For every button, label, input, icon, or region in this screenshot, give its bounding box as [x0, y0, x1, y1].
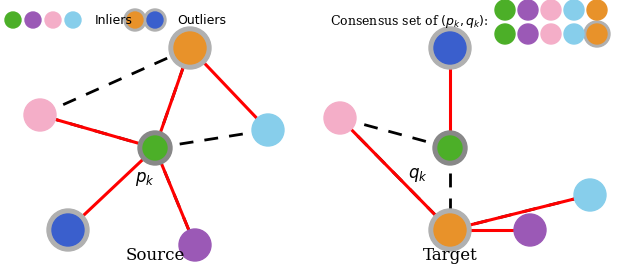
Text: $p_k$: $p_k$	[135, 170, 155, 188]
Circle shape	[495, 24, 515, 44]
Circle shape	[518, 24, 538, 44]
Circle shape	[564, 0, 584, 20]
Circle shape	[47, 209, 89, 251]
Circle shape	[574, 179, 606, 211]
Circle shape	[124, 9, 146, 31]
Circle shape	[179, 229, 211, 261]
Circle shape	[518, 0, 538, 20]
Text: Inliers: Inliers	[95, 14, 133, 26]
Circle shape	[24, 99, 56, 131]
Text: Source: Source	[125, 247, 185, 264]
Circle shape	[147, 12, 163, 28]
Circle shape	[324, 102, 356, 134]
Circle shape	[45, 12, 61, 28]
Circle shape	[144, 9, 166, 31]
Circle shape	[138, 131, 172, 165]
Text: Consensus set of $(p_k, q_k)$:: Consensus set of $(p_k, q_k)$:	[330, 14, 488, 30]
Circle shape	[495, 0, 515, 20]
Text: Outliers: Outliers	[177, 14, 226, 26]
Circle shape	[587, 0, 607, 20]
Circle shape	[433, 131, 467, 165]
Circle shape	[429, 209, 471, 251]
Text: Target: Target	[423, 247, 478, 264]
Circle shape	[174, 32, 206, 64]
Circle shape	[434, 214, 466, 246]
Circle shape	[429, 27, 471, 69]
Circle shape	[541, 24, 561, 44]
Circle shape	[169, 27, 211, 69]
Circle shape	[5, 12, 21, 28]
Circle shape	[127, 12, 143, 28]
Circle shape	[584, 21, 610, 47]
Circle shape	[434, 32, 466, 64]
Circle shape	[514, 214, 546, 246]
Circle shape	[564, 24, 584, 44]
Circle shape	[541, 0, 561, 20]
Circle shape	[65, 12, 81, 28]
Circle shape	[438, 136, 462, 160]
Circle shape	[25, 12, 41, 28]
Circle shape	[52, 214, 84, 246]
Circle shape	[143, 136, 167, 160]
Circle shape	[587, 24, 607, 44]
Circle shape	[252, 114, 284, 146]
Text: $q_k$: $q_k$	[408, 166, 428, 184]
